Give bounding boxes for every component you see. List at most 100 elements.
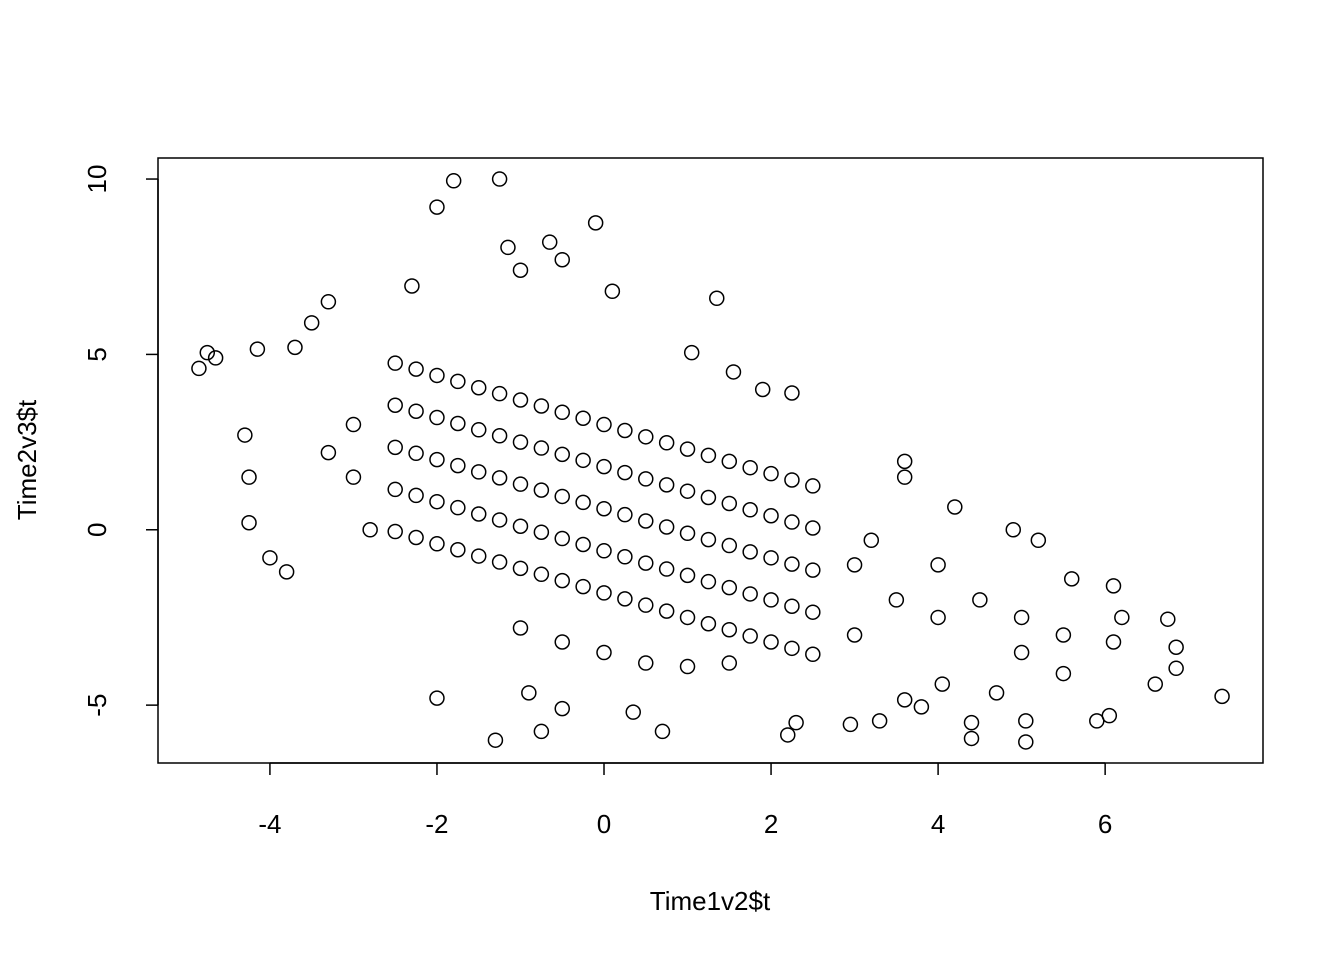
point: [972, 592, 988, 608]
point: [450, 373, 466, 390]
point: [700, 616, 717, 632]
point: [470, 464, 487, 480]
point: [191, 360, 207, 377]
x-tick-label: -2: [425, 809, 448, 839]
point: [345, 416, 362, 433]
point: [450, 457, 466, 474]
point: [1168, 660, 1184, 677]
point: [604, 283, 621, 300]
plot-frame: [157, 157, 1264, 764]
point: [1018, 713, 1034, 729]
point: [387, 439, 403, 456]
point: [575, 578, 591, 595]
point: [596, 416, 612, 433]
point: [1030, 532, 1047, 549]
point: [554, 572, 570, 589]
point: [408, 487, 424, 504]
point: [587, 215, 604, 231]
point: [512, 476, 529, 492]
point: [805, 562, 821, 578]
point: [658, 603, 675, 619]
point: [617, 464, 633, 481]
x-axis-label: Time1v2$t: [650, 886, 771, 916]
point: [554, 634, 570, 650]
point: [554, 488, 570, 505]
point: [429, 409, 445, 426]
point: [450, 542, 466, 558]
point: [241, 469, 257, 485]
point: [575, 494, 591, 511]
point: [871, 713, 888, 729]
point: [429, 367, 445, 384]
point: [596, 585, 612, 601]
point: [780, 727, 796, 743]
point: [742, 502, 758, 518]
point: [249, 341, 266, 357]
point: [721, 495, 738, 512]
point: [450, 499, 466, 516]
point: [947, 499, 963, 515]
point: [408, 361, 424, 377]
point: [638, 513, 654, 529]
point: [541, 234, 558, 250]
point: [491, 385, 508, 402]
x-tick-label: -4: [258, 809, 281, 839]
point: [721, 579, 738, 596]
point: [533, 482, 550, 498]
point: [638, 555, 654, 571]
point: [658, 477, 675, 493]
point: [521, 685, 537, 701]
point: [596, 458, 612, 475]
point: [1063, 571, 1080, 587]
point: [930, 609, 946, 626]
point: [554, 446, 570, 463]
point: [241, 515, 257, 531]
point: [1105, 634, 1122, 650]
point: [742, 586, 758, 602]
point: [625, 704, 641, 720]
point: [679, 567, 696, 584]
y-tick-label: 10: [82, 165, 112, 194]
point: [387, 355, 403, 371]
point: [700, 447, 717, 464]
point: [470, 379, 487, 396]
point: [596, 644, 612, 661]
point: [470, 506, 487, 522]
point: [638, 655, 654, 671]
point: [805, 478, 821, 494]
point: [679, 441, 696, 457]
point: [512, 620, 529, 636]
point: [554, 251, 570, 268]
point: [763, 550, 779, 566]
point: [429, 451, 445, 468]
point: [654, 723, 671, 740]
point: [487, 732, 504, 748]
point: [930, 557, 946, 573]
point: [1160, 611, 1176, 627]
point: [429, 690, 445, 706]
point: [1013, 609, 1030, 626]
point: [500, 239, 516, 256]
point: [470, 548, 487, 564]
point: [362, 522, 378, 538]
point: [1105, 578, 1122, 594]
point: [429, 493, 445, 510]
point: [709, 290, 725, 307]
point: [1018, 734, 1034, 750]
point: [638, 597, 654, 613]
point: [1168, 639, 1184, 656]
point: [896, 469, 913, 485]
point: [658, 519, 675, 535]
y-tick-label: -5: [82, 694, 112, 717]
point: [1147, 676, 1164, 692]
point: [725, 364, 742, 380]
point: [470, 422, 487, 438]
point: [763, 634, 779, 650]
point: [237, 427, 253, 443]
point: [784, 556, 800, 572]
point: [846, 627, 863, 643]
point: [491, 512, 508, 528]
point: [278, 564, 295, 580]
point: [700, 573, 717, 590]
